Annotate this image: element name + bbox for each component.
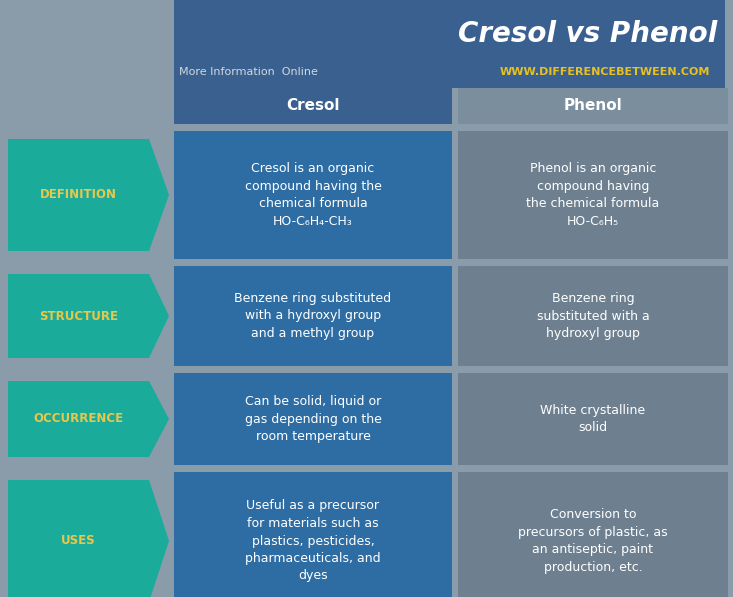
Text: DEFINITION: DEFINITION [40,189,117,202]
Text: Cresol vs Phenol: Cresol vs Phenol [457,20,717,48]
FancyBboxPatch shape [174,0,725,88]
Text: Benzene ring substituted
with a hydroxyl group
and a methyl group: Benzene ring substituted with a hydroxyl… [235,292,391,340]
FancyBboxPatch shape [174,373,452,465]
Text: WWW.DIFFERENCEBETWEEN.COM: WWW.DIFFERENCEBETWEEN.COM [500,67,710,77]
FancyBboxPatch shape [174,131,452,259]
Polygon shape [8,480,169,597]
FancyBboxPatch shape [458,373,728,465]
Polygon shape [8,274,169,358]
Polygon shape [8,381,169,457]
FancyBboxPatch shape [458,131,728,259]
Text: Cresol: Cresol [287,99,340,113]
FancyBboxPatch shape [174,266,452,366]
Polygon shape [8,139,169,251]
Text: USES: USES [61,534,96,547]
Text: Can be solid, liquid or
gas depending on the
room temperature: Can be solid, liquid or gas depending on… [245,395,381,443]
FancyBboxPatch shape [458,88,728,124]
Text: More Information  Online: More Information Online [179,67,318,77]
Text: Phenol: Phenol [564,99,622,113]
FancyBboxPatch shape [458,472,728,597]
FancyBboxPatch shape [174,88,452,124]
Text: Useful as a precursor
for materials such as
plastics, pesticides,
pharmaceutical: Useful as a precursor for materials such… [245,500,381,583]
FancyBboxPatch shape [458,266,728,366]
Text: White crystalline
solid: White crystalline solid [540,404,646,434]
FancyBboxPatch shape [174,472,452,597]
Text: Conversion to
precursors of plastic, as
an antiseptic, paint
production, etc.: Conversion to precursors of plastic, as … [518,508,668,574]
Text: Benzene ring
substituted with a
hydroxyl group: Benzene ring substituted with a hydroxyl… [537,292,649,340]
Text: STRUCTURE: STRUCTURE [39,309,118,322]
Text: Phenol is an organic
compound having
the chemical formula
HO-C₆H₅: Phenol is an organic compound having the… [526,162,660,227]
Text: OCCURRENCE: OCCURRENCE [34,413,124,426]
Text: Cresol is an organic
compound having the
chemical formula
HO-C₆H₄-CH₃: Cresol is an organic compound having the… [245,162,381,227]
